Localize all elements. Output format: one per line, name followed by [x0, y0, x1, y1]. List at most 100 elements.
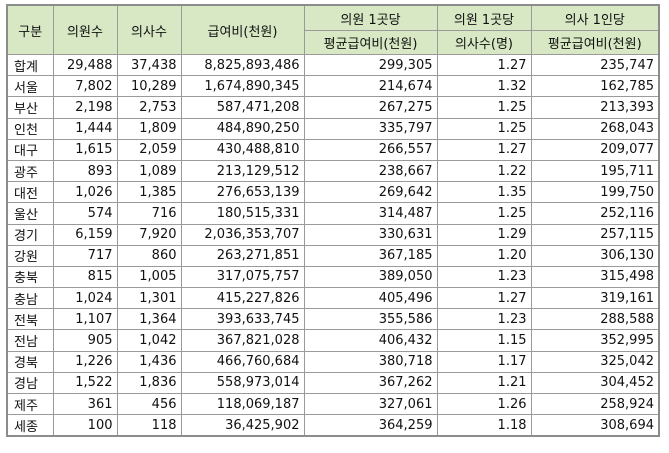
- cell-region: 경남: [6, 371, 54, 395]
- header-per-doctor-line2: 평균급여비(천원): [530, 30, 660, 55]
- cell-region: 경북: [6, 350, 54, 373]
- cell-region: 강원: [6, 244, 54, 267]
- cell-doctors: 1,364: [116, 308, 182, 331]
- cell-doctors-per-clinic: 1.21: [436, 371, 532, 395]
- cell-doctors-per-clinic: 1.17: [436, 350, 532, 373]
- cell-clinics: 361: [52, 392, 118, 416]
- cell-clinics: 717: [52, 244, 118, 267]
- cell-doctors-per-clinic: 1.23: [436, 265, 532, 289]
- cell-benefits: 1,674,890,345: [180, 75, 305, 98]
- cell-doctors-per-clinic: 1.29: [436, 223, 532, 246]
- cell-region: 부산: [6, 96, 54, 119]
- header-doctors-per-clinic-line2: 의사수(명): [436, 30, 532, 55]
- table-row: 광주 893 1,089 213,129,512 238,667 1.22 195,711: [6, 159, 660, 183]
- table-row: 경남 1,522 1,836 558,973,014 367,262 1.21 304,45…: [6, 371, 660, 395]
- cell-doctors: 10,289: [116, 75, 182, 98]
- cell-clinics: 1,444: [52, 117, 118, 140]
- cell-doctors-per-clinic: 1.22: [436, 159, 532, 183]
- cell-doctors-per-clinic: 1.15: [436, 329, 532, 352]
- cell-per-doctor: 162,785: [530, 75, 660, 98]
- cell-region: 충남: [6, 287, 54, 310]
- cell-doctors: 1,385: [116, 181, 182, 204]
- table-row: 전북 1,107 1,364 393,633,745 355,586 1.23 288,58…: [6, 308, 660, 331]
- cell-per-doctor: 315,498: [530, 265, 660, 289]
- cell-clinics: 574: [52, 202, 118, 225]
- cell-per-clinic: 405,496: [303, 287, 438, 310]
- cell-doctors: 1,301: [116, 287, 182, 310]
- cell-doctors-per-clinic: 1.18: [436, 414, 532, 437]
- cell-clinics: 1,226: [52, 350, 118, 373]
- cell-clinics: 905: [52, 329, 118, 352]
- cell-per-doctor: 308,694: [530, 414, 660, 437]
- cell-doctors: 1,089: [116, 159, 182, 183]
- cell-region: 합계: [6, 53, 54, 77]
- cell-benefits: 415,227,826: [180, 287, 305, 310]
- cell-region: 인천: [6, 117, 54, 140]
- cell-benefits: 180,515,331: [180, 202, 305, 225]
- cell-per-clinic: 364,259: [303, 414, 438, 437]
- cell-doctors-per-clinic: 1.25: [436, 117, 532, 140]
- cell-per-doctor: 258,924: [530, 392, 660, 416]
- cell-benefits: 276,653,139: [180, 181, 305, 204]
- cell-doctors-per-clinic: 1.27: [436, 138, 532, 161]
- cell-benefits: 263,271,851: [180, 244, 305, 267]
- cell-per-clinic: 266,557: [303, 138, 438, 161]
- cell-region: 제주: [6, 392, 54, 416]
- table-row: 인천 1,444 1,809 484,890,250 335,797 1.25 268,04…: [6, 117, 660, 140]
- cell-per-clinic: 355,586: [303, 308, 438, 331]
- cell-region: 대구: [6, 138, 54, 161]
- cell-per-clinic: 214,674: [303, 75, 438, 98]
- cell-clinics: 29,488: [52, 53, 118, 77]
- cell-per-clinic: 269,642: [303, 181, 438, 204]
- cell-per-clinic: 238,667: [303, 159, 438, 183]
- cell-doctors-per-clinic: 1.26: [436, 392, 532, 416]
- cell-region: 서울: [6, 75, 54, 98]
- cell-doctors-per-clinic: 1.25: [436, 96, 532, 119]
- cell-per-doctor: 325,042: [530, 350, 660, 373]
- cell-per-doctor: 306,130: [530, 244, 660, 267]
- cell-benefits: 430,488,810: [180, 138, 305, 161]
- cell-doctors-per-clinic: 1.27: [436, 287, 532, 310]
- cell-per-doctor: 199,750: [530, 181, 660, 204]
- cell-doctors-per-clinic: 1.35: [436, 181, 532, 204]
- cell-doctors: 716: [116, 202, 182, 225]
- cell-clinics: 1,024: [52, 287, 118, 310]
- cell-benefits: 484,890,250: [180, 117, 305, 140]
- cell-region: 대전: [6, 181, 54, 204]
- cell-region: 세종: [6, 414, 54, 437]
- cell-benefits: 36,425,902: [180, 414, 305, 437]
- table-container: 구분 의원수 의사수 급여비(천원) 의원 1곳당 의원 1곳당 의사 1인당 …: [6, 4, 660, 438]
- cell-per-doctor: 288,588: [530, 308, 660, 331]
- table-row: 전남 905 1,042 367,821,028 406,432 1.15 352,995: [6, 329, 660, 352]
- cell-doctors: 1,042: [116, 329, 182, 352]
- cell-region: 광주: [6, 159, 54, 183]
- cell-doctors-per-clinic: 1.23: [436, 308, 532, 331]
- cell-per-clinic: 267,275: [303, 96, 438, 119]
- cell-benefits: 2,036,353,707: [180, 223, 305, 246]
- cell-benefits: 466,760,684: [180, 350, 305, 373]
- table-body: 합계 29,488 37,438 8,825,893,486 299,305 1.27 23…: [6, 53, 660, 437]
- cell-per-clinic: 367,185: [303, 244, 438, 267]
- cell-clinics: 7,802: [52, 75, 118, 98]
- header-per-clinic-line1: 의원 1곳당: [303, 4, 438, 31]
- cell-doctors-per-clinic: 1.25: [436, 202, 532, 225]
- cell-doctors: 7,920: [116, 223, 182, 246]
- cell-clinics: 1,522: [52, 371, 118, 395]
- cell-clinics: 893: [52, 159, 118, 183]
- cell-doctors: 2,753: [116, 96, 182, 119]
- header-clinics: 의원수: [52, 4, 118, 55]
- table-row: 강원 717 860 263,271,851 367,185 1.20 306,130: [6, 244, 660, 267]
- cell-region: 울산: [6, 202, 54, 225]
- cell-per-doctor: 257,115: [530, 223, 660, 246]
- header-benefits: 급여비(천원): [180, 4, 305, 55]
- cell-per-clinic: 335,797: [303, 117, 438, 140]
- cell-per-clinic: 327,061: [303, 392, 438, 416]
- cell-clinics: 815: [52, 265, 118, 289]
- cell-doctors: 1,809: [116, 117, 182, 140]
- cell-benefits: 367,821,028: [180, 329, 305, 352]
- cell-benefits: 393,633,745: [180, 308, 305, 331]
- cell-benefits: 317,075,757: [180, 265, 305, 289]
- cell-benefits: 587,471,208: [180, 96, 305, 119]
- cell-per-clinic: 330,631: [303, 223, 438, 246]
- cell-clinics: 1,107: [52, 308, 118, 331]
